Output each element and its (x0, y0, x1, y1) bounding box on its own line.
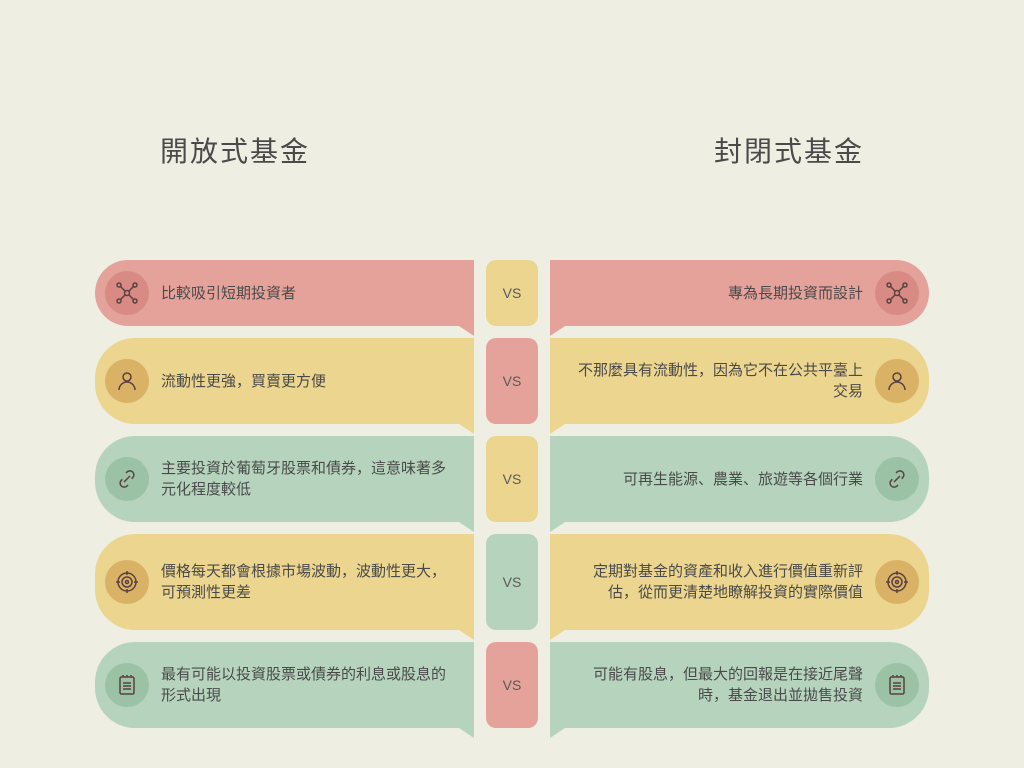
comparison-row-0: 比較吸引短期投資者 VS 專為長期投資而設計 (95, 260, 929, 326)
comparison-row-1: 流動性更強，買賣更方便 VS 不那麼具有流動性，因為它不在公共平臺上交易 (95, 338, 929, 424)
comparison-row-3: 價格每天都會根據市場波動，波動性更大，可預測性更差 VS 定期對基金的資產和收入… (95, 534, 929, 630)
right-text-0: 專為長期投資而設計 (728, 283, 863, 304)
left-text-4: 最有可能以投資股票或債券的利息或股息的形式出現 (161, 664, 460, 706)
vs-badge-0: VS (486, 260, 538, 326)
vs-badge-4: VS (486, 642, 538, 728)
right-panel-3: 定期對基金的資產和收入進行價值重新評估，從而更清楚地瞭解投資的實際價值 (550, 534, 929, 630)
left-panel-2: 主要投資於葡萄牙股票和債券，這意味著多元化程度較低 (95, 436, 474, 522)
left-header: 開放式基金 (160, 130, 310, 170)
network-icon (875, 271, 919, 315)
right-panel-4: 可能有股息，但最大的回報是在接近尾聲時，基金退出並拋售投資 (550, 642, 929, 728)
left-text-1: 流動性更強，買賣更方便 (161, 371, 326, 392)
right-panel-0: 專為長期投資而設計 (550, 260, 929, 326)
vs-badge-1: VS (486, 338, 538, 424)
left-text-2: 主要投資於葡萄牙股票和債券，這意味著多元化程度較低 (161, 458, 460, 500)
link-icon (105, 457, 149, 501)
right-panel-2: 可再生能源、農業、旅遊等各個行業 (550, 436, 929, 522)
left-text-0: 比較吸引短期投資者 (161, 283, 296, 304)
left-panel-3: 價格每天都會根據市場波動，波動性更大，可預測性更差 (95, 534, 474, 630)
comparison-rows: 比較吸引短期投資者 VS 專為長期投資而設計 流動性更強，買賣更方便 VS 不那… (0, 260, 1024, 740)
right-text-4: 可能有股息，但最大的回報是在接近尾聲時，基金退出並拋售投資 (564, 664, 863, 706)
left-text-3: 價格每天都會根據市場波動，波動性更大，可預測性更差 (161, 561, 460, 603)
target-icon (105, 560, 149, 604)
user-icon (875, 359, 919, 403)
right-header: 封閉式基金 (714, 130, 864, 170)
right-text-2: 可再生能源、農業、旅遊等各個行業 (623, 469, 863, 490)
vs-badge-2: VS (486, 436, 538, 522)
right-panel-1: 不那麼具有流動性，因為它不在公共平臺上交易 (550, 338, 929, 424)
left-panel-4: 最有可能以投資股票或債券的利息或股息的形式出現 (95, 642, 474, 728)
notes-icon (875, 663, 919, 707)
network-icon (105, 271, 149, 315)
comparison-row-4: 最有可能以投資股票或債券的利息或股息的形式出現 VS 可能有股息，但最大的回報是… (95, 642, 929, 728)
target-icon (875, 560, 919, 604)
user-icon (105, 359, 149, 403)
notes-icon (105, 663, 149, 707)
left-panel-1: 流動性更強，買賣更方便 (95, 338, 474, 424)
right-text-1: 不那麼具有流動性，因為它不在公共平臺上交易 (564, 360, 863, 402)
comparison-row-2: 主要投資於葡萄牙股票和債券，這意味著多元化程度較低 VS 可再生能源、農業、旅遊… (95, 436, 929, 522)
link-icon (875, 457, 919, 501)
left-panel-0: 比較吸引短期投資者 (95, 260, 474, 326)
headers-row: 開放式基金 封閉式基金 (0, 0, 1024, 170)
right-text-3: 定期對基金的資產和收入進行價值重新評估，從而更清楚地瞭解投資的實際價值 (564, 561, 863, 603)
vs-badge-3: VS (486, 534, 538, 630)
